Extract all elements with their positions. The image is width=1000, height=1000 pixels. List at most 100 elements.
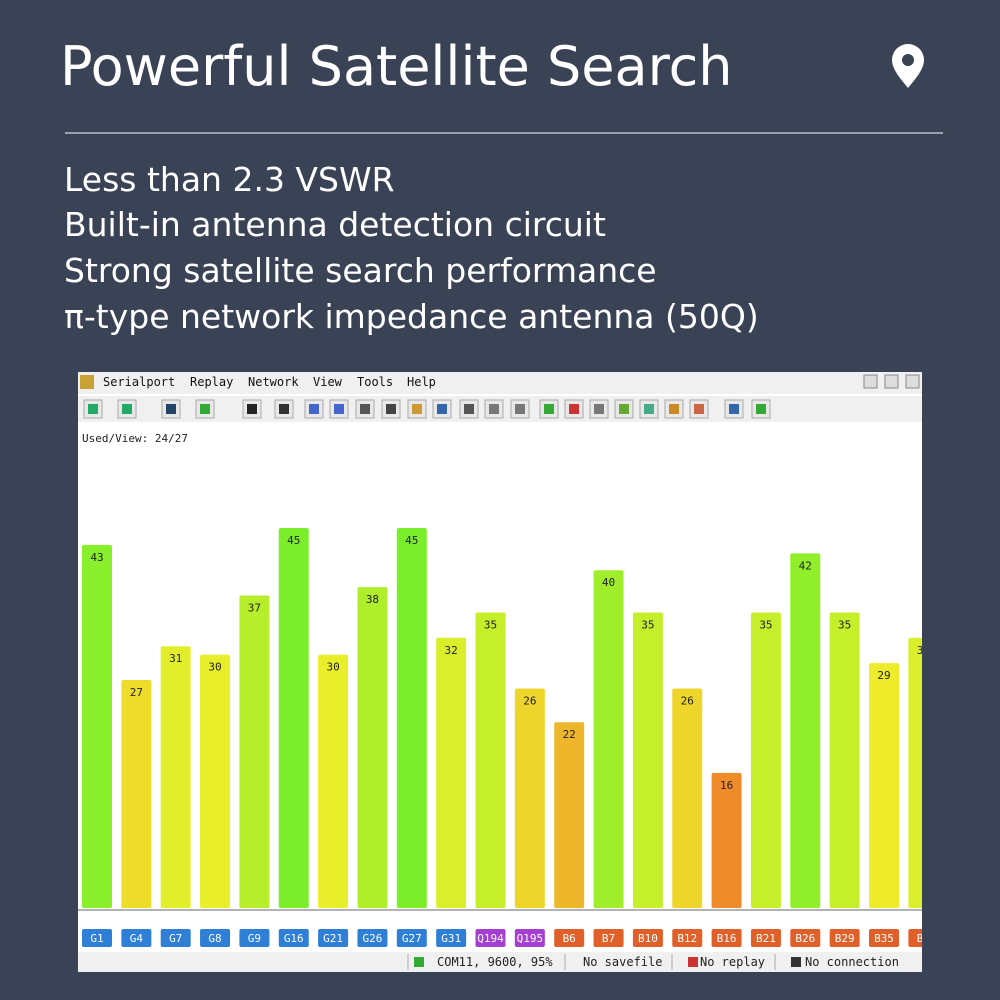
value-label: 26 xyxy=(523,694,536,707)
feature: Built-in antenna detection circuit xyxy=(64,205,606,244)
value-label: 22 xyxy=(563,728,576,741)
toolbar-icon xyxy=(360,404,370,414)
status-item: No connection xyxy=(805,955,899,969)
value-label: 16 xyxy=(720,779,733,792)
category-label: B35 xyxy=(874,932,894,945)
category-badge xyxy=(239,929,270,947)
bar xyxy=(711,772,742,908)
toolbar-icon xyxy=(200,404,210,414)
toolbar-icon xyxy=(729,404,739,414)
bar xyxy=(200,654,231,908)
toolbar-icon xyxy=(88,404,98,414)
category-badge xyxy=(908,929,922,947)
category-label: G8 xyxy=(208,932,221,945)
maximize-button[interactable] xyxy=(884,374,899,389)
category-label: G27 xyxy=(402,932,422,945)
bar xyxy=(475,612,506,908)
bar xyxy=(82,544,112,908)
menu-item[interactable]: View xyxy=(313,375,343,389)
category-label: B10 xyxy=(638,932,658,945)
category-label: B6 xyxy=(563,932,576,945)
status-item: COM11, 9600, 95% xyxy=(437,955,553,969)
category-badge xyxy=(829,929,860,947)
status-item: No savefile xyxy=(583,955,662,969)
category-badge xyxy=(475,929,506,947)
category-badge xyxy=(357,929,388,947)
category-badge xyxy=(632,929,663,947)
status-icon xyxy=(688,957,698,967)
bar xyxy=(593,570,624,908)
value-label: 37 xyxy=(248,602,261,615)
feature: π-type network impedance antenna (50Q) xyxy=(64,297,759,336)
value-label: 30 xyxy=(208,661,221,674)
menu-item[interactable]: Tools xyxy=(357,375,393,389)
category-badge xyxy=(790,929,821,947)
status-item: No replay xyxy=(700,955,765,969)
feature: Less than 2.3 VSWR xyxy=(64,160,395,199)
menu-item[interactable]: Serialport xyxy=(103,375,175,389)
category-badge xyxy=(750,929,781,947)
menu-item[interactable]: Help xyxy=(407,375,436,389)
value-label: 29 xyxy=(877,669,890,682)
category-badge xyxy=(121,929,152,947)
category-badge xyxy=(554,929,585,947)
bar xyxy=(436,637,467,908)
toolbar-icon xyxy=(386,404,396,414)
bar xyxy=(790,553,821,908)
toolbar-icon xyxy=(644,404,654,414)
bar xyxy=(672,688,703,908)
category-badge xyxy=(318,929,349,947)
category-badge xyxy=(672,929,703,947)
menu-item[interactable]: Replay xyxy=(190,375,233,389)
toolbar-icon xyxy=(334,404,344,414)
toolbar-icon xyxy=(694,404,704,414)
toolbar-icon xyxy=(279,404,289,414)
category-badge xyxy=(593,929,624,947)
value-label: 35 xyxy=(759,618,772,631)
category-label: B16 xyxy=(717,932,737,945)
value-label: 31 xyxy=(169,652,182,665)
toolbar-icon xyxy=(437,404,447,414)
category-label: G9 xyxy=(248,932,261,945)
bar xyxy=(750,612,781,908)
value-label: 40 xyxy=(602,576,615,589)
category-badge xyxy=(200,929,231,947)
bar xyxy=(239,595,270,908)
toolbar-icon xyxy=(247,404,257,414)
bar xyxy=(318,654,349,908)
value-label: 26 xyxy=(681,694,694,707)
bar xyxy=(160,646,191,908)
minimize-button[interactable] xyxy=(863,374,878,389)
bar xyxy=(278,528,309,908)
toolbar-icon xyxy=(544,404,554,414)
menu-item[interactable]: Network xyxy=(248,375,299,389)
close-button[interactable] xyxy=(905,374,920,389)
value-label: 30 xyxy=(326,661,339,674)
toolbar-icon xyxy=(464,404,474,414)
category-badge xyxy=(514,929,545,947)
category-label: B29 xyxy=(835,932,855,945)
toolbar-icon xyxy=(515,404,525,414)
category-label: Q194 xyxy=(477,932,504,945)
value-label: 42 xyxy=(799,559,812,572)
feature: Strong satellite search performance xyxy=(64,251,657,290)
toolbar-icon xyxy=(594,404,604,414)
toolbar-icon xyxy=(669,404,679,414)
value-label: 43 xyxy=(90,551,103,564)
category-label: G21 xyxy=(323,932,343,945)
category-label: G1 xyxy=(90,932,103,945)
category-label: G16 xyxy=(284,932,304,945)
status-icon xyxy=(414,957,424,967)
category-badge xyxy=(869,929,899,947)
toolbar-icon xyxy=(619,404,629,414)
category-badge xyxy=(160,929,191,947)
used-view: Used/View: 24/27 xyxy=(82,432,188,445)
pin-icon xyxy=(892,44,924,88)
toolbar-icon xyxy=(569,404,579,414)
value-label: 35 xyxy=(838,618,851,631)
category-label: G31 xyxy=(441,932,461,945)
bar xyxy=(869,663,899,908)
category-label: G4 xyxy=(130,932,144,945)
bar xyxy=(514,688,545,908)
